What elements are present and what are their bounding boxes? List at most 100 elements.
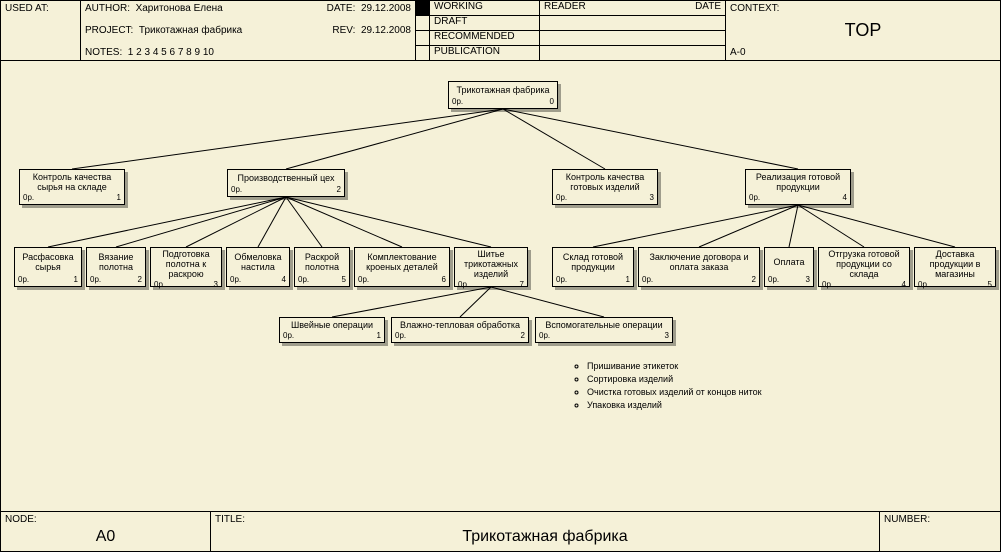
node-num: 7 xyxy=(520,281,524,290)
bullet-list: Пришивание этикетокСортировка изделийОчи… xyxy=(535,358,762,413)
node-label: Вязание полотна xyxy=(90,250,142,275)
node-l1-3: Реализация готовой продукции0р. 4 xyxy=(745,169,851,205)
node-cost: 0р. xyxy=(230,276,241,285)
rev-label: REV: xyxy=(332,25,355,36)
number-label: NUMBER: xyxy=(884,514,930,525)
node-num: 1 xyxy=(117,194,121,203)
node-num: 6 xyxy=(442,276,446,285)
node-label: Швейные операции xyxy=(283,320,381,331)
node-cost: 0р. xyxy=(556,276,567,285)
footer-number-cell: NUMBER: xyxy=(880,512,1000,551)
node-cost: 0р. xyxy=(458,281,469,290)
author-value: Харитонова Елена xyxy=(136,3,223,14)
node-root: Трикотажная фабрика0р.0 xyxy=(448,81,558,109)
node-l1-2: Контроль качества готовых изделий0р.3 xyxy=(552,169,658,205)
node-num: 1 xyxy=(626,276,630,285)
node-label: Влажно-тепловая обработка xyxy=(395,320,525,331)
node-num: 2 xyxy=(138,276,142,285)
node-cost: 0р. xyxy=(298,276,309,285)
context-label: CONTEXT: xyxy=(730,3,996,14)
node-l3-2: Вспомогательные операции0р. 3 xyxy=(535,317,673,343)
node-label: Вспомогательные операции xyxy=(539,320,669,331)
node-cost: 0р. xyxy=(358,276,369,285)
node-l3-1: Влажно-тепловая обработка0р. 2 xyxy=(391,317,529,343)
node-cost: 0р. xyxy=(23,194,34,203)
node-value: A0 xyxy=(5,525,206,549)
rev-value: 29.12.2008 xyxy=(361,25,411,36)
node-cost: 0р. xyxy=(749,194,760,203)
node-label: Контроль качества сырья на складе xyxy=(23,172,121,193)
diagram-canvas: Пришивание этикетокСортировка изделийОчи… xyxy=(1,61,1000,511)
node-num: 5 xyxy=(342,276,346,285)
status-recommended: RECOMMENDED xyxy=(430,31,540,45)
node-l2a-0: Расфасовка сырья0р. 1 xyxy=(14,247,82,287)
bullet-item: Сортировка изделий xyxy=(587,374,762,384)
node-cost: 0р. xyxy=(154,281,165,290)
node-label: Доставка продукции в магазины xyxy=(918,250,992,280)
node-l2a-5: Комплектование кроеных деталей0р.6 xyxy=(354,247,450,287)
node-cost: 0р. xyxy=(918,281,929,290)
node-num: 3 xyxy=(665,332,669,341)
node-cost: 0р. xyxy=(18,276,29,285)
node-num: 2 xyxy=(337,186,341,195)
used-at-label: USED AT: xyxy=(5,3,49,14)
node-l2b-4: Доставка продукции в магазины0р. 5 xyxy=(914,247,996,287)
node-label: Производственный цех xyxy=(231,172,341,185)
node-l2a-6: Шитье трикотажных изделий0р. 7 xyxy=(454,247,528,287)
node-l2b-1: Заключение договора и оплата заказа0р.2 xyxy=(638,247,760,287)
node-l2a-1: Вязание полотна0р. 2 xyxy=(86,247,146,287)
node-l2a-2: Подготовка полотна к раскрою0р. 3 xyxy=(150,247,222,287)
node-l2a-4: Раскрой полотна0р. 5 xyxy=(294,247,350,287)
node-label: Склад готовой продукции xyxy=(556,250,630,275)
node-label: Отгрузка готовой продукции со склада xyxy=(822,250,906,280)
node-label: Трикотажная фабрика xyxy=(452,84,554,97)
idef0-page: USED AT: AUTHOR: Харитонова Елена DATE: … xyxy=(0,0,1001,552)
author-cell: AUTHOR: Харитонова Елена DATE: 29.12.200… xyxy=(81,1,416,60)
notes-value: 1 2 3 4 5 6 7 8 9 10 xyxy=(128,47,214,58)
context-cell: CONTEXT: TOP A-0 xyxy=(726,1,1000,60)
date-label: DATE: xyxy=(327,3,356,14)
title-label: TITLE: xyxy=(215,514,875,525)
node-cost: 0р. xyxy=(90,276,101,285)
node-label: Реализация готовой продукции xyxy=(749,172,847,193)
node-num: 4 xyxy=(843,194,847,203)
bullet-item: Упаковка изделий xyxy=(587,400,762,410)
header: USED AT: AUTHOR: Харитонова Елена DATE: … xyxy=(1,1,1000,61)
node-num: 2 xyxy=(521,332,525,341)
node-num: 3 xyxy=(806,276,810,285)
node-cost: 0р. xyxy=(231,186,242,195)
node-cost: 0р. xyxy=(395,332,406,341)
project-label: PROJECT: xyxy=(85,25,133,36)
author-label: AUTHOR: xyxy=(85,3,130,14)
node-cost: 0р. xyxy=(452,98,463,107)
node-num: 4 xyxy=(902,281,906,290)
node-cost: 0р. xyxy=(642,276,653,285)
status-cell: WORKINGREADERDATE DRAFT RECOMMENDED PUBL… xyxy=(416,1,726,60)
node-cost: 0р. xyxy=(539,332,550,341)
node-label: Подготовка полотна к раскрою xyxy=(154,250,218,280)
bullet-item: Пришивание этикеток xyxy=(587,361,762,371)
node-label: Оплата xyxy=(768,250,810,275)
node-num: 1 xyxy=(377,332,381,341)
node-l2a-3: Обмеловка настила0р.4 xyxy=(226,247,290,287)
footer-title-cell: TITLE: Трикотажная фабрика xyxy=(211,512,880,551)
node-label: Раскрой полотна xyxy=(298,250,346,275)
node-l2b-3: Отгрузка готовой продукции со склада0р.4 xyxy=(818,247,910,287)
project-value: Трикотажная фабрика xyxy=(139,25,242,36)
node-label: Обмеловка настила xyxy=(230,250,286,275)
node-label: Расфасовка сырья xyxy=(18,250,78,275)
status-draft: DRAFT xyxy=(430,16,540,30)
node-cost: 0р. xyxy=(283,332,294,341)
reader-date-label: DATE xyxy=(695,1,721,15)
node-label: Шитье трикотажных изделий xyxy=(458,250,524,280)
node-label: NODE: xyxy=(5,514,206,525)
title-value: Трикотажная фабрика xyxy=(215,525,875,549)
node-label: Заключение договора и оплата заказа xyxy=(642,250,756,275)
node-num: 5 xyxy=(988,281,992,290)
node-cost: 0р. xyxy=(556,194,567,203)
node-num: 3 xyxy=(214,281,218,290)
node-num: 1 xyxy=(74,276,78,285)
notes-label: NOTES: xyxy=(85,47,122,58)
status-working: WORKING xyxy=(430,1,540,15)
node-l3-0: Швейные операции0р. 1 xyxy=(279,317,385,343)
